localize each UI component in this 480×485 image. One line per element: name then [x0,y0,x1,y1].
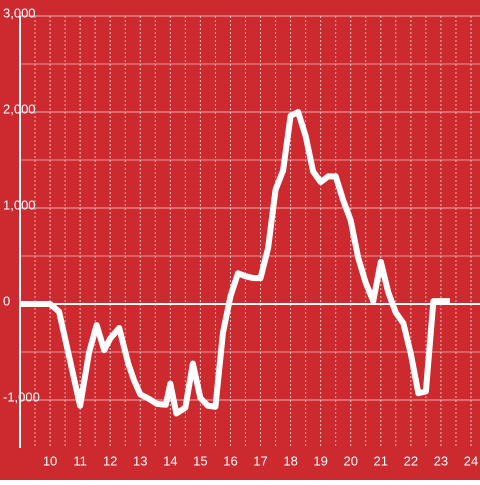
x-tick-label: 11 [73,453,87,468]
x-tick-label: 14 [163,453,177,468]
x-tick-label: 18 [283,453,297,468]
x-tick-label: 12 [103,453,117,468]
x-tick-label: 24 [464,453,478,468]
x-tick-label: 16 [223,453,237,468]
y-tick-label: 3,000 [3,5,36,20]
x-tick-label: 20 [343,453,357,468]
x-tick-label: 10 [43,453,57,468]
y-tick-label: 0 [3,293,10,308]
x-tick-label: 15 [193,453,207,468]
x-tick-label: 21 [374,453,388,468]
y-tick-label: -1,000 [3,389,40,404]
line [20,109,450,417]
x-tick-label: 17 [253,453,267,468]
x-tick-label: 22 [404,453,418,468]
x-tick-label: 23 [434,453,448,468]
x-tick-label: 19 [313,453,327,468]
x-tick-label: 13 [133,453,147,468]
